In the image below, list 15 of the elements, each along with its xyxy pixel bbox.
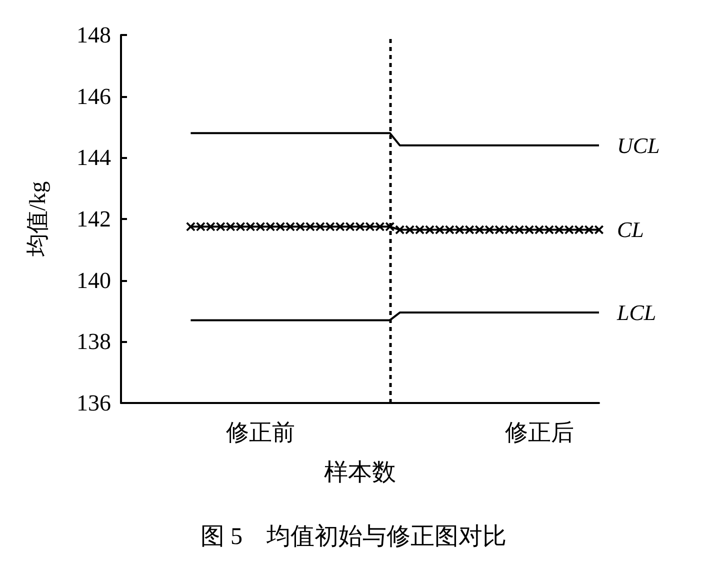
y-tick-label: 138 [76, 329, 111, 354]
y-tick-label: 140 [76, 268, 111, 293]
series-label: CL [617, 217, 644, 242]
y-tick-label: 146 [76, 84, 111, 109]
series-label: LCL [616, 300, 656, 326]
y-axis-title: 均值/kg [25, 180, 50, 258]
y-tick-label: 144 [76, 145, 112, 170]
text: 图 5 均值初始与修正图对比 [200, 523, 506, 550]
y-tick-label: 136 [76, 390, 111, 416]
series-label: UCL [617, 132, 660, 158]
x-tick-label: 修正前 [226, 420, 295, 445]
y-tick-label: 148 [76, 22, 111, 48]
x-tick-label: 修正后 [504, 420, 574, 445]
y-tick-label: 142 [76, 206, 111, 232]
x-axis-title: 样本数 [324, 460, 396, 486]
